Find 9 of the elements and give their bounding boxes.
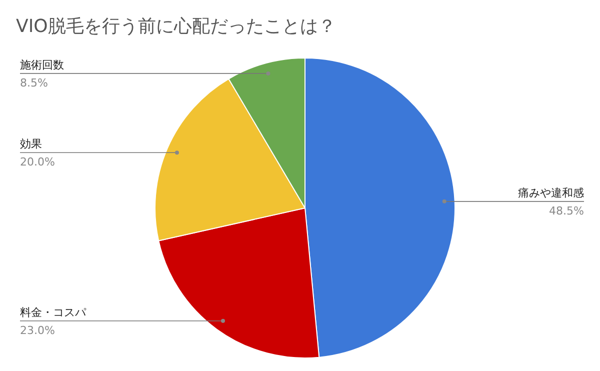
data-label: 8.5%: [20, 76, 48, 90]
data-label: 23.0%: [20, 324, 55, 337]
slice-label: 料金・コスパ: [20, 306, 87, 319]
data-label: 48.5%: [549, 204, 584, 218]
slice-label: 痛みや違和感: [518, 186, 584, 200]
slice-label: 効果: [20, 138, 42, 151]
slice-label: 施術回数: [20, 58, 64, 72]
chart-title: VIO脱毛を行う前に心配だったことは？: [16, 15, 336, 38]
data-label: 20.0%: [20, 156, 55, 169]
